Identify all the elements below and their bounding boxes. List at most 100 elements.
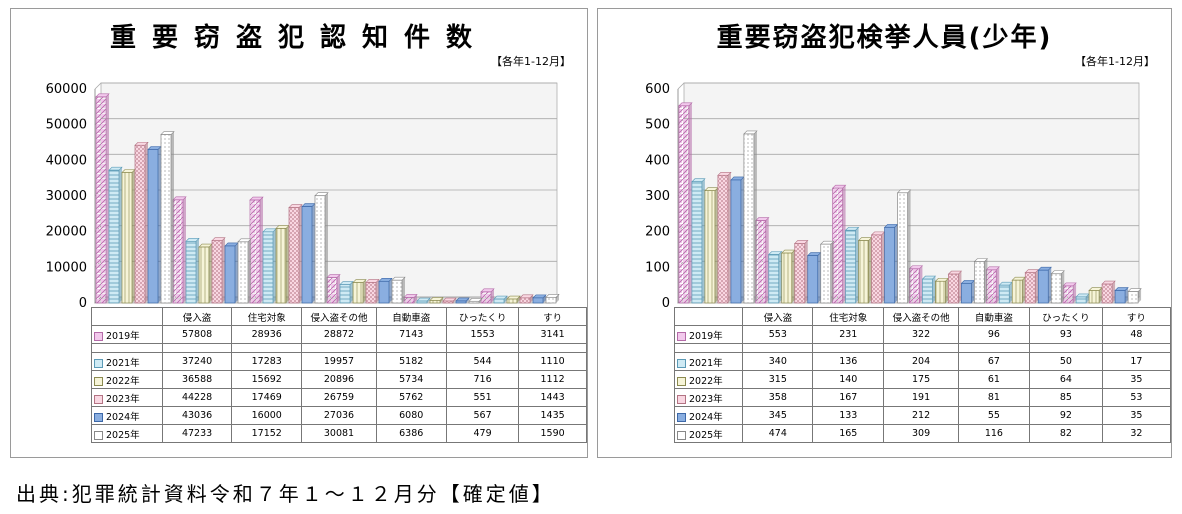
table-cell: 309 (883, 424, 959, 443)
table-cell: 140 (812, 370, 885, 389)
table-header-row: 侵入盗 住宅対象 侵入盗その他 自動車盗 ひったくり すり (90, 307, 587, 326)
table-cell: 1435 (518, 406, 587, 425)
series-label-cell: 2022年 (673, 370, 744, 389)
legend-swatch (94, 376, 103, 386)
bar (831, 184, 847, 304)
table-row: 2022年 36588 15692 20896 5734 716 1112 (90, 370, 587, 389)
legend-swatch (677, 430, 686, 440)
gridline (94, 82, 557, 90)
legend-swatch (677, 394, 686, 404)
chart-panel-reported-cases: 重要窃盗犯認知件数 【各年1-12月】 0 10000 20000 30000 4000… (10, 8, 588, 458)
bar (947, 270, 963, 304)
category-label: ひったくり (1029, 307, 1103, 326)
series-name: 2023年 (106, 393, 140, 405)
table-cell: 17 (1101, 352, 1172, 371)
bar (908, 265, 924, 304)
y-tick-label: 600 (645, 82, 670, 97)
bar (985, 266, 1000, 304)
bar (198, 243, 213, 304)
bar (480, 288, 495, 304)
table-cell: 231 (812, 325, 885, 344)
category-label: 住宅対象 (231, 307, 303, 326)
table-cell: 15692 (231, 370, 303, 389)
bar (545, 294, 560, 304)
bar (185, 238, 200, 304)
bar (883, 224, 899, 304)
series-label-cell: 2019年 (673, 325, 744, 344)
table-cell: 93 (1029, 325, 1103, 344)
table-cell: 20896 (301, 370, 377, 389)
bar (755, 217, 770, 304)
bar (391, 276, 406, 304)
bar (403, 294, 418, 304)
category-label: すり (1101, 307, 1172, 326)
table-corner-cell (673, 307, 744, 326)
table-cell: 28936 (231, 325, 303, 344)
table-cell: 544 (445, 352, 520, 371)
table-row: 2024年 43036 16000 27036 6080 567 1435 (90, 406, 587, 425)
bar (1088, 287, 1103, 304)
table-cell: 474 (742, 424, 814, 443)
table-cell: 32 (1101, 424, 1172, 443)
bar (275, 225, 290, 304)
table-cell: 57808 (162, 325, 233, 344)
y-tick-label: 10000 (46, 260, 87, 275)
y-tick-label: 40000 (46, 153, 87, 168)
table-cell: 7143 (375, 325, 447, 344)
bar (95, 93, 110, 304)
table-cell: 1110 (518, 352, 587, 371)
y-tick-label: 30000 (46, 189, 87, 204)
table-cell: 36588 (162, 370, 233, 389)
table-cell: 17283 (231, 352, 303, 371)
legend-swatch (94, 358, 103, 368)
series-label-cell: 2023年 (90, 388, 164, 407)
table-cell: 191 (883, 388, 959, 407)
y-tick-label: 20000 (46, 225, 87, 240)
bar (896, 189, 912, 304)
series-label-cell: 2023年 (673, 388, 744, 407)
bar (934, 277, 950, 304)
table-cell: 85 (1029, 388, 1103, 407)
series-name: 2021年 (689, 357, 723, 369)
bar (704, 187, 719, 304)
bar (1075, 293, 1090, 304)
bar (108, 166, 123, 304)
table-spacer-row (90, 343, 587, 353)
bar (134, 141, 149, 304)
table-cell: 48 (1101, 325, 1172, 344)
series-name: 2023年 (689, 393, 723, 405)
bar (730, 176, 745, 304)
bar (807, 252, 822, 304)
table-cell: 96 (957, 325, 1031, 344)
bar (1050, 270, 1065, 304)
table-cell: 567 (445, 406, 520, 425)
table-cell: 175 (883, 370, 959, 389)
bar (921, 275, 937, 304)
table-cell: 1443 (518, 388, 587, 407)
bar (1062, 282, 1077, 304)
table-cell: 35 (1101, 406, 1172, 425)
bar (870, 231, 886, 304)
table-cell: 5182 (375, 352, 447, 371)
legend-swatch (94, 412, 103, 422)
table-cell: 17152 (231, 424, 303, 443)
table-cell: 50 (1029, 352, 1103, 371)
bar (442, 297, 457, 304)
table-cell: 67 (957, 352, 1031, 371)
chart-title: 重要窃盗犯認知件数 (109, 23, 488, 53)
series-label-cell: 2024年 (673, 406, 744, 425)
table-cell: 6386 (375, 424, 447, 443)
table-row: 2022年 315 140 175 61 64 35 (673, 370, 1172, 389)
bar (314, 192, 329, 304)
category-label: 侵入盗 (162, 307, 233, 326)
y-tick-label: 60000 (46, 82, 87, 97)
table-row: 2025年 47233 17152 30081 6386 479 1590 (90, 424, 587, 443)
table-cell: 81 (957, 388, 1031, 407)
bar (493, 295, 508, 304)
table-cell: 136 (812, 352, 885, 371)
y-tick-label: 400 (645, 153, 670, 168)
category-label: すり (518, 307, 587, 326)
series-label-cell: 2021年 (673, 352, 744, 371)
table-row: 2021年 340 136 204 67 50 17 (673, 352, 1172, 371)
table-cell: 315 (742, 370, 814, 389)
